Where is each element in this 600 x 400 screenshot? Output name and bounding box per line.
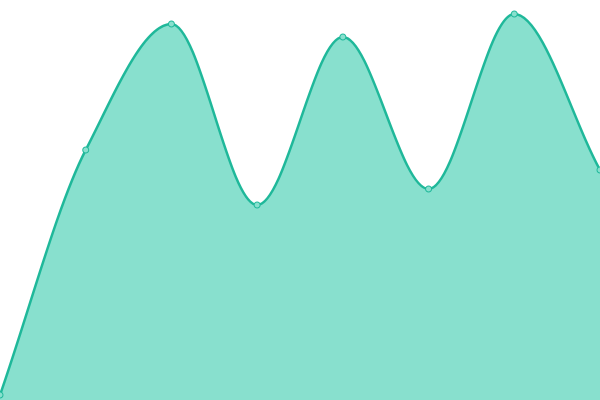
point — [253, 201, 261, 209]
point — [425, 185, 433, 193]
area — [0, 14, 600, 400]
point — [0, 391, 4, 399]
point — [167, 20, 175, 28]
point — [82, 146, 90, 154]
point — [596, 166, 600, 174]
point — [339, 33, 347, 41]
point — [510, 10, 518, 18]
